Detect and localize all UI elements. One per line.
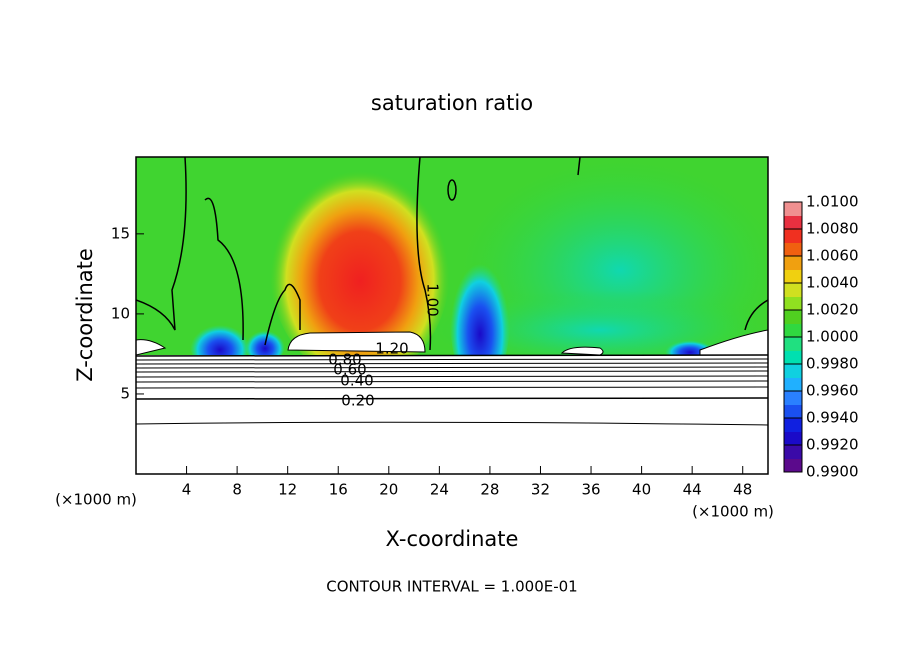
x-tick-label: 28 bbox=[480, 481, 499, 499]
colorbar-swatch bbox=[784, 350, 802, 365]
colorbar-tick-label: 1.0100 bbox=[806, 193, 859, 211]
chart-title: saturation ratio bbox=[371, 91, 533, 115]
colorbar-swatch bbox=[784, 229, 802, 243]
contour-label: 0.80 bbox=[328, 351, 361, 369]
colorbar-swatch bbox=[784, 283, 802, 297]
colorbar-tick-label: 1.0080 bbox=[806, 220, 859, 238]
colorbar-tick-label: 1.0060 bbox=[806, 247, 859, 265]
colorbar-swatch bbox=[784, 418, 802, 432]
x-unit: (×1000 m) bbox=[692, 503, 774, 521]
colorbar-swatch bbox=[784, 269, 802, 284]
contour-label: 0.20 bbox=[341, 392, 374, 410]
colorbar-swatch bbox=[784, 323, 802, 338]
contour-label: 0.60 bbox=[333, 361, 366, 379]
field-high bbox=[270, 160, 450, 380]
colorbar-swatch bbox=[784, 404, 802, 419]
x-tick-label: 4 bbox=[182, 481, 192, 499]
x-axis-label: X-coordinate bbox=[386, 527, 519, 551]
x-tick-label: 36 bbox=[581, 481, 600, 499]
colorbar-swatch bbox=[784, 242, 802, 257]
x-tick-label: 20 bbox=[379, 481, 398, 499]
x-tick-label: 44 bbox=[683, 481, 702, 499]
x-unit: (×1000 m) bbox=[55, 491, 137, 509]
x-tick-label: 32 bbox=[531, 481, 550, 499]
contour-label: 1.00 bbox=[424, 283, 442, 316]
colorbar-swatch bbox=[784, 202, 802, 216]
colorbar-tick-label: 0.9940 bbox=[806, 409, 859, 427]
colorbar-swatch bbox=[784, 337, 802, 351]
plot-frame bbox=[135, 156, 769, 475]
colorbar-swatch bbox=[784, 310, 802, 324]
colorbar-swatch bbox=[784, 215, 802, 230]
x-tick-label: 12 bbox=[278, 481, 297, 499]
colorbar-swatch bbox=[784, 296, 802, 311]
colorbar-swatch bbox=[784, 391, 802, 405]
cloud-region bbox=[136, 329, 768, 356]
x-tick-label: 8 bbox=[232, 481, 242, 499]
colorbar-tick-label: 0.9960 bbox=[806, 382, 859, 400]
colorbar-tick-label: 1.0020 bbox=[806, 301, 859, 319]
y-tick-label: 15 bbox=[111, 224, 130, 242]
x-tick-label: 24 bbox=[430, 481, 449, 499]
y-axis-label: Z-coordinate bbox=[73, 248, 97, 382]
lower-contours bbox=[135, 354, 769, 426]
contour-line bbox=[447, 179, 457, 201]
colorbar-tick-label: 1.0000 bbox=[806, 328, 859, 346]
x-tick-label: 16 bbox=[329, 481, 348, 499]
field-clear bbox=[136, 355, 768, 474]
contour-label: 1.20 bbox=[375, 340, 408, 358]
colorbar-swatch bbox=[784, 377, 802, 392]
colorbar-tick-label: 1.0040 bbox=[806, 274, 859, 292]
field bbox=[136, 157, 768, 474]
colorbar-tick-label: 0.9980 bbox=[806, 355, 859, 373]
colorbar-swatch bbox=[784, 364, 802, 378]
colorbar-swatch bbox=[784, 256, 802, 270]
x-tick-label: 48 bbox=[733, 481, 752, 499]
contour-line bbox=[136, 157, 768, 351]
y-tick-label: 10 bbox=[111, 304, 130, 322]
colorbar-swatch bbox=[784, 445, 802, 459]
x-tick-label: 40 bbox=[632, 481, 651, 499]
colorbar-swatch bbox=[784, 431, 802, 446]
footer: CONTOUR INTERVAL = 1.000E-01 bbox=[326, 578, 577, 596]
contour-label: 0.40 bbox=[340, 372, 373, 390]
colorbar-tick-label: 0.9900 bbox=[806, 463, 859, 481]
cloud-region bbox=[287, 331, 426, 353]
colorbar-swatch bbox=[784, 458, 802, 473]
colorbar-tick-label: 0.9920 bbox=[806, 436, 859, 454]
y-tick-label: 5 bbox=[120, 384, 130, 402]
